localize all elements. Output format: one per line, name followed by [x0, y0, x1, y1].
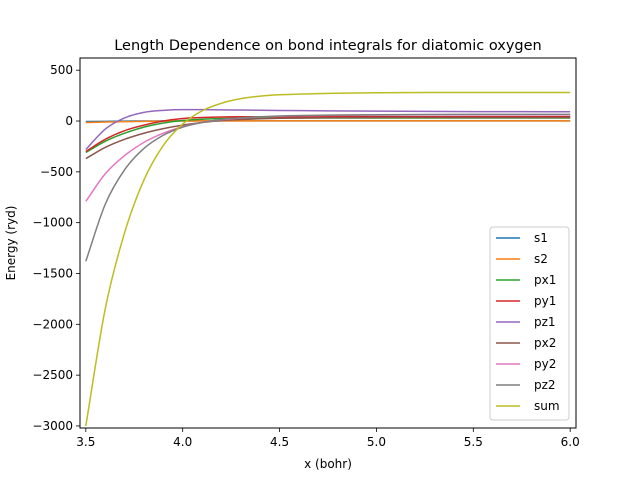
y-tick-label: 500	[50, 63, 73, 77]
legend-label-py2: py2	[534, 357, 556, 371]
series-line-sum	[85, 91, 571, 427]
y-tick-label: −500	[40, 165, 73, 179]
legend-label-px1: px1	[534, 273, 556, 287]
legend-box	[489, 226, 570, 421]
plot-frame	[79, 57, 577, 429]
legend-label-s2: s2	[534, 252, 548, 266]
series-line-s2	[85, 120, 571, 124]
x-axis: 3.5 4.0 4.5 5.0 5.5 6.0	[76, 428, 580, 449]
y-tick-label: −2000	[32, 317, 73, 331]
y-tick-label: −1500	[32, 266, 73, 280]
x-tick-label: 5.5	[464, 435, 483, 449]
legend-label-px2: px2	[534, 336, 556, 350]
y-axis-label: Energy (ryd)	[4, 206, 18, 281]
y-tick-label: −3000	[32, 419, 73, 433]
series-line-pz1	[85, 108, 571, 150]
series-layer	[85, 91, 571, 427]
series-line-pz2	[85, 113, 571, 262]
legend-label-s1: s1	[534, 231, 548, 245]
x-tick-label: 3.5	[76, 435, 95, 449]
x-tick-label: 6.0	[561, 435, 580, 449]
x-tick-label: 4.0	[173, 435, 192, 449]
legend-label-pz2: pz2	[534, 378, 556, 392]
x-tick-label: 5.0	[367, 435, 386, 449]
y-tick-label: −2500	[32, 368, 73, 382]
x-axis-label: x (bohr)	[304, 457, 352, 471]
legend-label-py1: py1	[534, 294, 556, 308]
y-axis: 500 0 −500 −1000 −1500 −2000 −2500 −3000	[32, 63, 80, 433]
legend-label-pz1: pz1	[534, 315, 556, 329]
chart-title: Length Dependence on bond integrals for …	[114, 38, 542, 54]
y-tick-label: −1000	[32, 216, 73, 230]
legend: s1 s2 px1 py1 pz1 px2 py2 pz2 sum	[489, 226, 570, 421]
legend-label-sum: sum	[534, 399, 560, 413]
y-tick-label: 0	[65, 114, 73, 128]
x-tick-label: 4.5	[270, 435, 289, 449]
series-line-px2	[85, 116, 571, 160]
